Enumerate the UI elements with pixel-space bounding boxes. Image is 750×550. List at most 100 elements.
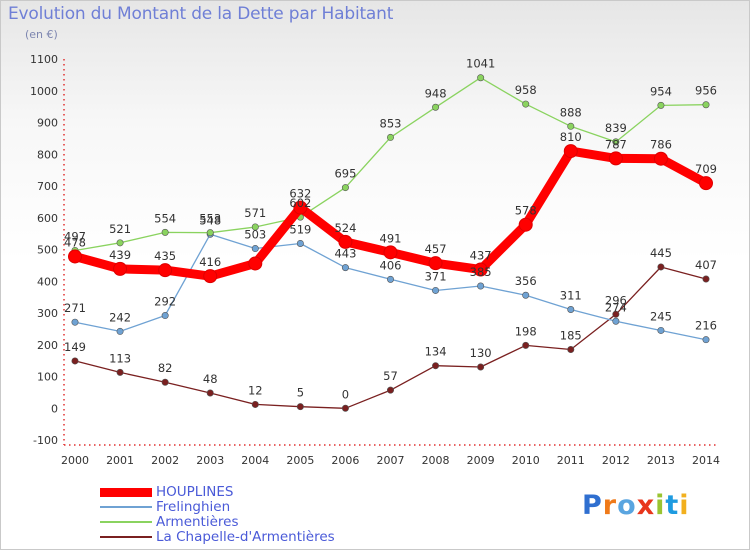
data-label: 113 — [109, 351, 131, 365]
x-tick-label: 2004 — [241, 454, 269, 467]
data-labels: 478 439 435 416 632 524 491 457 437 578 810 787 786 7… — [64, 57, 717, 402]
data-point — [522, 341, 530, 349]
data-label: 478 — [64, 235, 86, 249]
legend-swatch — [100, 536, 152, 538]
data-point — [702, 336, 710, 344]
logo-letter: r — [602, 490, 618, 521]
data-label: 695 — [334, 167, 356, 181]
data-point — [477, 282, 485, 290]
data-label: 242 — [109, 310, 131, 324]
legend-item: La Chapelle-d'Armentières — [100, 529, 335, 545]
x-tick-label: 2007 — [377, 454, 405, 467]
x-tick-label: 2013 — [647, 454, 675, 467]
legend-swatch — [100, 506, 152, 508]
data-point — [341, 404, 349, 412]
data-point — [612, 310, 620, 318]
data-label: 371 — [425, 269, 447, 283]
y-tick-label: 700 — [37, 180, 58, 193]
data-label: 786 — [650, 138, 672, 152]
data-point — [338, 234, 353, 249]
data-point — [522, 100, 530, 108]
data-point — [71, 318, 79, 326]
data-point — [251, 400, 259, 408]
data-point — [612, 317, 620, 325]
y-tick-label: 200 — [37, 339, 58, 352]
series-layer — [68, 74, 713, 412]
legend-item: Frelinghien — [100, 499, 230, 515]
legend-label: La Chapelle-d'Armentières — [156, 529, 335, 545]
data-label: 443 — [334, 247, 356, 261]
y-tick-label: 1100 — [30, 53, 58, 66]
y-tick-label: 800 — [37, 148, 58, 161]
data-label: 216 — [695, 319, 717, 333]
data-point — [158, 263, 173, 278]
data-point — [296, 239, 304, 247]
data-point — [432, 362, 440, 370]
legend-swatch — [100, 487, 152, 497]
data-label: 416 — [199, 255, 221, 269]
data-label: 435 — [154, 249, 176, 263]
y-tick-label: 900 — [37, 117, 58, 130]
data-label: 524 — [334, 221, 356, 235]
data-label: 134 — [425, 345, 447, 359]
data-label: 407 — [695, 258, 717, 272]
y-tick-label: 0 — [51, 402, 58, 415]
data-point — [386, 275, 394, 283]
data-point — [432, 103, 440, 111]
data-point — [206, 229, 214, 237]
data-label: 5 — [297, 386, 304, 400]
data-point — [567, 122, 575, 130]
data-label: 548 — [199, 213, 221, 227]
x-tick-label: 2001 — [106, 454, 134, 467]
chart-title: Evolution du Montant de la Dette par Hab… — [8, 4, 394, 24]
data-point — [116, 368, 124, 376]
data-label: 602 — [289, 196, 311, 210]
data-label: 311 — [560, 289, 582, 303]
data-label: 519 — [289, 222, 311, 236]
data-label: 439 — [109, 248, 131, 262]
data-label: 185 — [560, 329, 582, 343]
data-point — [341, 264, 349, 272]
x-tick-label: 2014 — [692, 454, 720, 467]
data-label: 553 — [199, 212, 221, 226]
data-label: 853 — [380, 116, 402, 130]
data-point — [657, 263, 665, 271]
data-label: 385 — [470, 265, 492, 279]
data-label: 457 — [425, 242, 447, 256]
y-tick-label: 500 — [37, 244, 58, 257]
data-point — [432, 286, 440, 294]
data-label: 445 — [650, 246, 672, 260]
data-label: 888 — [560, 105, 582, 119]
x-tick-label: 2002 — [151, 454, 179, 467]
data-label: 954 — [650, 84, 672, 98]
data-point — [386, 133, 394, 141]
axes: -100 0 100 200 300 400 500 600 700 800 900 1000 1100… — [30, 53, 720, 467]
data-label: 521 — [109, 222, 131, 236]
y-tick-label: 100 — [37, 371, 58, 384]
data-label: 787 — [605, 137, 627, 151]
x-tick-label: 2008 — [422, 454, 450, 467]
legend-item: Armentières — [100, 514, 239, 530]
data-label: 491 — [380, 231, 402, 245]
data-point — [477, 74, 485, 82]
data-point — [608, 151, 623, 166]
logo-letter: i — [655, 490, 666, 521]
data-point — [567, 346, 575, 354]
data-point — [206, 389, 214, 397]
logo-letter: i — [679, 490, 690, 521]
data-point — [68, 249, 82, 264]
data-point — [563, 144, 578, 159]
data-point — [473, 262, 488, 277]
x-tick-label: 2012 — [602, 454, 630, 467]
data-point — [702, 101, 710, 109]
data-label: 292 — [154, 295, 176, 309]
data-point — [116, 327, 124, 335]
logo-letter: o — [617, 490, 637, 521]
data-point — [113, 261, 128, 276]
data-label: 274 — [605, 300, 627, 314]
legend-label: HOUPLINES — [156, 484, 234, 500]
data-label: 437 — [470, 249, 492, 263]
data-label: 130 — [470, 346, 492, 360]
chart-unit: (en €) — [25, 28, 58, 41]
data-label: 406 — [380, 258, 402, 272]
